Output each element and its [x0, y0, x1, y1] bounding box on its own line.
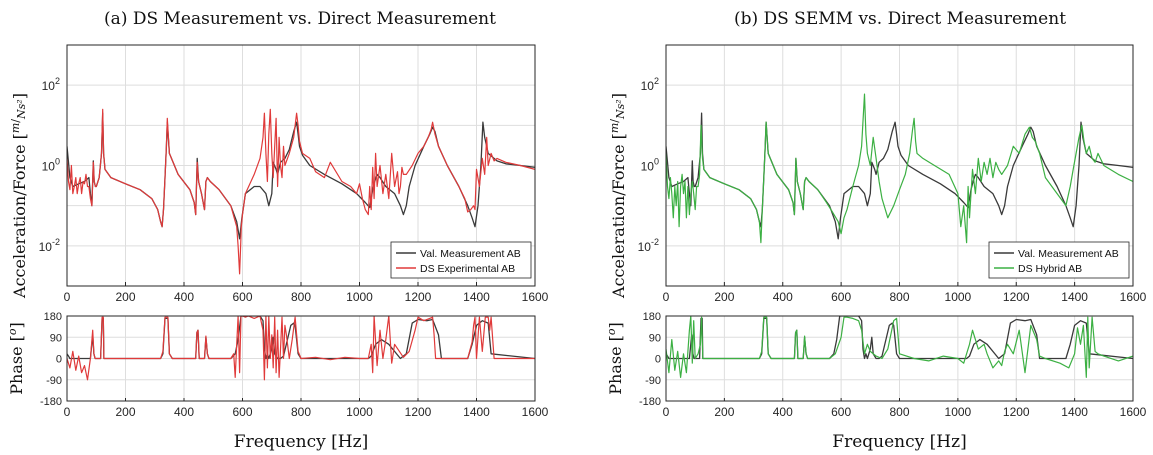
- x-tick-label: 1400: [1061, 405, 1088, 419]
- phase-series-ds: [666, 316, 1133, 378]
- x-tick-label: 1000: [945, 290, 972, 304]
- x-tick-label: 0: [663, 405, 670, 419]
- panel-title: (b) DS SEMM vs. Direct Measurement: [734, 9, 1066, 29]
- legend-label: DS Experimental AB: [420, 263, 515, 275]
- x-tick-label: 200: [115, 405, 135, 419]
- phase-tick-label: 0: [655, 354, 661, 366]
- phase-tick-label: 90: [649, 332, 661, 344]
- x-tick-label: 1000: [945, 405, 972, 419]
- phase-tick-label: 0: [56, 354, 62, 366]
- x-tick-label: 400: [174, 405, 194, 419]
- x-tick-label: 200: [115, 290, 135, 304]
- x-tick-label: 1200: [405, 290, 432, 304]
- x-tick-label: 1200: [405, 405, 432, 419]
- panel-b: (b) DS SEMM vs. Direct Measurement 0 0 200 2…: [605, 9, 1147, 452]
- x-tick-label: 0: [64, 290, 71, 304]
- x-tick-label: 600: [831, 405, 851, 419]
- panel-a: (a) DS Measurement vs. Direct Measuremen…: [6, 9, 549, 452]
- y-tick-label: 102: [42, 76, 60, 93]
- magnitude-y-axis-label: Acceleration/Force [m/Ns²]: [9, 93, 29, 299]
- x-tick-label: 600: [232, 405, 252, 419]
- legend-box: [988, 241, 1130, 279]
- phase-tick-label: 180: [643, 311, 661, 323]
- x-tick-label: 1600: [1120, 290, 1147, 304]
- x-tick-label: 1600: [522, 405, 549, 419]
- phase-series-ds: [67, 316, 535, 381]
- y-tick-label: 10-2: [39, 237, 60, 254]
- phase-tick-label: -90: [645, 375, 661, 387]
- x-tick-label: 200: [714, 405, 734, 419]
- x-tick-label: 1600: [1120, 405, 1147, 419]
- y-tick-label: 10-2: [638, 237, 659, 254]
- x-tick-label: 1000: [346, 290, 373, 304]
- x-tick-label: 600: [831, 290, 851, 304]
- x-tick-label: 200: [714, 290, 734, 304]
- y-tick-label: 102: [641, 76, 659, 93]
- x-tick-label: 1400: [463, 290, 490, 304]
- x-tick-label: 1200: [1003, 290, 1030, 304]
- x-tick-label: 0: [663, 290, 670, 304]
- phase-tick-label: -180: [40, 396, 62, 408]
- x-tick-label: 1600: [522, 290, 549, 304]
- y-tick-label: 100: [42, 157, 60, 174]
- x-tick-label: 600: [232, 290, 252, 304]
- magnitude-y-axis-label: Acceleration/Force [m/Ns²]: [608, 93, 628, 299]
- x-tick-label: 800: [291, 405, 311, 419]
- phase-tick-label: -180: [639, 396, 661, 408]
- x-tick-label: 400: [773, 290, 793, 304]
- panel-title: (a) DS Measurement vs. Direct Measuremen…: [104, 9, 496, 29]
- phase-tick-label: -90: [46, 375, 62, 387]
- phase-y-axis-label: Phase [o]: [605, 322, 625, 395]
- x-tick-label: 800: [889, 405, 909, 419]
- legend-label: Val. Measurement AB: [1018, 248, 1119, 260]
- x-tick-label: 1000: [346, 405, 373, 419]
- x-axis-label: Frequency [Hz]: [832, 432, 966, 452]
- x-tick-label: 800: [889, 290, 909, 304]
- legend-box: [390, 241, 532, 279]
- magnitude-series-ds: [666, 93, 1133, 244]
- x-tick-label: 400: [773, 405, 793, 419]
- y-tick-label: 100: [641, 157, 659, 174]
- x-tick-label: 1200: [1003, 405, 1030, 419]
- x-tick-label: 800: [291, 290, 311, 304]
- legend-label: DS Hybrid AB: [1018, 263, 1082, 275]
- x-tick-label: 400: [174, 290, 194, 304]
- phase-tick-label: 90: [50, 332, 62, 344]
- x-tick-label: 1400: [1061, 290, 1088, 304]
- legend: Val. Measurement AB DS Experimental AB: [390, 241, 532, 279]
- x-tick-label: 1400: [463, 405, 490, 419]
- legend-label: Val. Measurement AB: [420, 248, 521, 260]
- phase-tick-label: 180: [44, 311, 62, 323]
- x-tick-label: 0: [64, 405, 71, 419]
- magnitude-series-ds: [67, 108, 535, 275]
- x-axis-label: Frequency [Hz]: [234, 432, 368, 452]
- phase-y-axis-label: Phase [o]: [6, 322, 26, 395]
- legend: Val. Measurement AB DS Hybrid AB: [988, 241, 1130, 279]
